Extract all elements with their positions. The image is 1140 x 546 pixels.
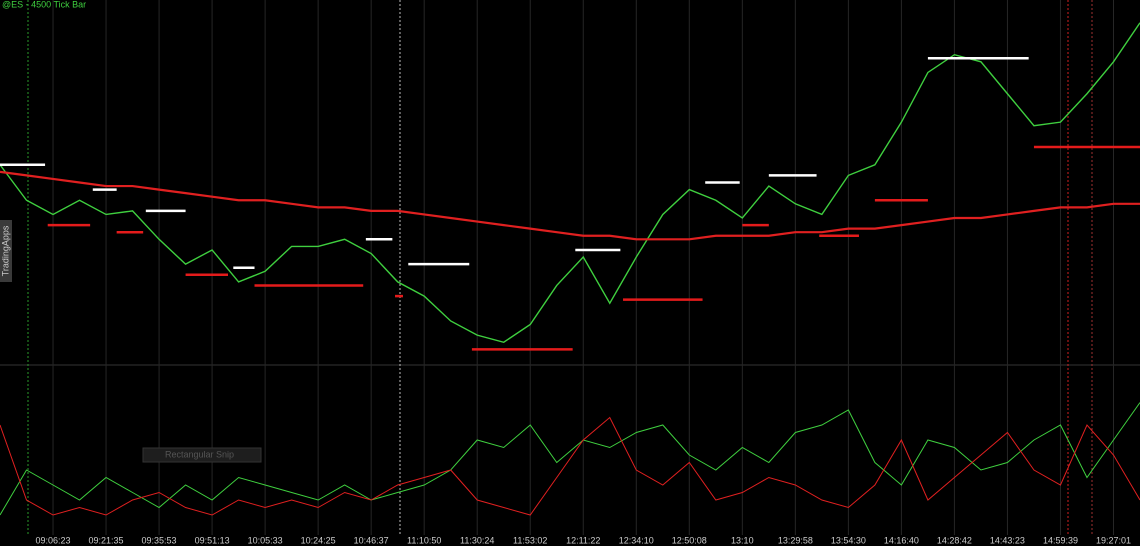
x-tick-label: 13:54:30 bbox=[831, 535, 866, 545]
x-tick-label: 13:10 bbox=[731, 535, 754, 545]
side-tab[interactable] bbox=[0, 220, 12, 282]
series-line bbox=[0, 170, 1140, 241]
x-tick-label: 14:43:23 bbox=[990, 535, 1025, 545]
snip-label: Rectangular Snip bbox=[165, 449, 234, 459]
x-tick-label: 13:29:58 bbox=[778, 535, 813, 545]
x-tick-label: 10:46:37 bbox=[354, 535, 389, 545]
x-tick-label: 09:51:13 bbox=[195, 535, 230, 545]
x-tick-label: 11:53:02 bbox=[513, 535, 547, 545]
x-tick-label: 10:24:25 bbox=[301, 535, 336, 545]
snip-box bbox=[142, 447, 262, 463]
x-tick-label: 14:59:39 bbox=[1043, 535, 1078, 545]
x-tick-label: 09:35:53 bbox=[142, 535, 177, 545]
x-tick-label: 09:21:35 bbox=[89, 535, 124, 545]
side-tab-label: TradingApps bbox=[0, 225, 10, 276]
chart-title: @ES - 4500 Tick Bar bbox=[2, 0, 86, 9]
series-line bbox=[0, 416, 1140, 516]
x-tick-label: 12:50:08 bbox=[672, 535, 707, 545]
x-tick-label: 10:05:33 bbox=[248, 535, 283, 545]
x-tick-label: 19:27:01 bbox=[1096, 535, 1131, 545]
x-tick-label: 14:16:40 bbox=[884, 535, 919, 545]
x-tick-label: 12:34:10 bbox=[619, 535, 654, 545]
x-tick-label: 11:30:24 bbox=[460, 535, 494, 545]
x-tick-label: 12:11:22 bbox=[566, 535, 600, 545]
x-tick-label: 09:06:23 bbox=[35, 535, 70, 545]
x-tick-label: 11:10:50 bbox=[407, 535, 441, 545]
x-tick-label: 14:28:42 bbox=[937, 535, 972, 545]
series-line bbox=[0, 402, 1140, 516]
